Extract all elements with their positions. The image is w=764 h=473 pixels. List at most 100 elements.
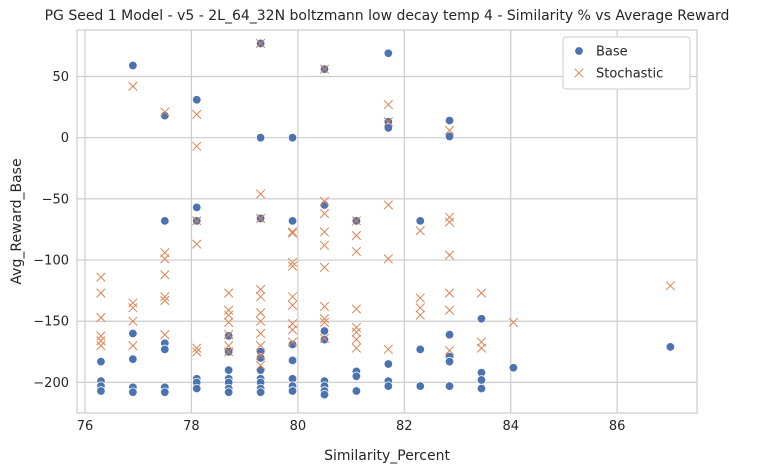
stochastic-point: [444, 250, 455, 260]
base-point: [476, 375, 487, 385]
base-point: [255, 132, 266, 143]
stochastic-point: [255, 328, 266, 339]
stochastic-point: [665, 281, 676, 291]
stochastic-point: [287, 300, 298, 310]
stochastic-point: [444, 305, 455, 315]
stochastic-point: [255, 360, 266, 370]
stochastic-point: [255, 213, 266, 224]
base-point: [160, 216, 170, 226]
base-point: [444, 115, 455, 126]
stochastic-point: [444, 345, 455, 356]
stochastic-point: [192, 109, 202, 120]
x-tick-label: 82: [396, 419, 413, 434]
base-point: [383, 359, 394, 369]
stochastic-point: [444, 217, 455, 227]
stochastic-point: [319, 240, 330, 251]
y-tick-label: 0: [61, 131, 69, 146]
stochastic-point: [319, 301, 330, 312]
stochastic-point: [508, 317, 519, 328]
stochastic-point: [224, 317, 234, 328]
tick-labels: 76 78 80 82 84 86 −200 −150 −100 −50 0 50: [33, 70, 625, 434]
stochastic-point: [160, 254, 170, 264]
x-axis-label: Similarity_Percent: [324, 448, 450, 464]
base-point: [287, 339, 298, 350]
base-point: [415, 216, 425, 226]
stochastic-point: [224, 347, 234, 357]
stochastic-point: [351, 216, 362, 226]
stochastic-point: [160, 270, 170, 280]
stochastic-point: [383, 344, 393, 355]
stochastic-point: [287, 292, 298, 302]
y-tick-label: −50: [42, 192, 69, 207]
stochastic-point: [444, 125, 455, 135]
stochastic-point: [476, 288, 487, 298]
stochastic-point: [287, 227, 298, 237]
legend-marker-base: [574, 46, 584, 56]
legend-label-stochastic: Stochastic: [596, 67, 663, 82]
base-point: [128, 60, 138, 71]
stochastic-point: [415, 293, 425, 303]
stochastic-point: [160, 292, 170, 302]
base-point: [415, 344, 425, 355]
stochastic-point: [351, 327, 362, 337]
stochastic-point: [351, 322, 362, 332]
stochastic-point: [351, 230, 362, 241]
y-tick-label: 50: [52, 70, 69, 85]
stochastic-point: [255, 284, 266, 295]
x-tick-label: 78: [183, 419, 200, 434]
grid: [77, 30, 697, 413]
stochastic-point: [287, 325, 298, 335]
base-point: [160, 344, 170, 355]
base-point: [255, 353, 266, 363]
base-point: [383, 48, 394, 58]
stochastic-point: [96, 341, 106, 351]
stochastic-point: [287, 261, 298, 271]
x-tick-label: 86: [609, 419, 626, 434]
legend-frame: [562, 36, 691, 90]
stochastic-point: [383, 117, 393, 127]
stochastic-point: [192, 216, 202, 226]
stochastic-point: [319, 333, 330, 344]
base-point: [319, 334, 330, 345]
stochastic-point: [319, 196, 330, 206]
stochastic-point: [192, 347, 202, 357]
base-point: [192, 383, 202, 394]
base-point: [287, 386, 298, 396]
chart-title: PG Seed 1 Model - v5 - 2L_64_32N boltzma…: [45, 8, 730, 24]
base-point: [287, 132, 298, 143]
base-point: [223, 365, 234, 375]
stochastic-point: [255, 316, 266, 326]
stochastic-point: [351, 343, 362, 353]
stochastic-point: [128, 316, 138, 326]
stochastic-point: [96, 272, 106, 282]
y-tick-label: −100: [33, 254, 69, 269]
stochastic-point: [319, 317, 330, 328]
x-tick-label: 80: [290, 419, 307, 434]
stochastic-point: [160, 107, 170, 117]
base-point: [255, 387, 266, 397]
legend-x-glyph: [574, 68, 584, 78]
stochastic-point: [128, 341, 138, 351]
stochastic-point: [192, 141, 202, 151]
stochastic-point: [255, 341, 266, 351]
y-axis-label: Avg_Reward_Base: [9, 158, 25, 284]
stochastic-point: [255, 189, 266, 199]
legend-marker-stochastic: [574, 68, 584, 78]
base-point: [287, 355, 298, 366]
stochastic-point: [96, 312, 106, 323]
data-points: [96, 38, 676, 400]
base-point: [128, 328, 138, 339]
base-point: [96, 356, 106, 367]
base-point: [160, 387, 170, 397]
base-point: [128, 387, 138, 397]
stochastic-point: [128, 303, 138, 313]
stochastic-point: [224, 305, 234, 315]
stochastic-point: [415, 303, 425, 313]
stochastic-point: [351, 334, 362, 345]
stochastic-point: [351, 246, 362, 257]
base-point: [383, 381, 394, 391]
stochastic-point: [415, 226, 425, 236]
stochastic-point: [255, 292, 266, 302]
stochastic-point: [128, 298, 138, 308]
